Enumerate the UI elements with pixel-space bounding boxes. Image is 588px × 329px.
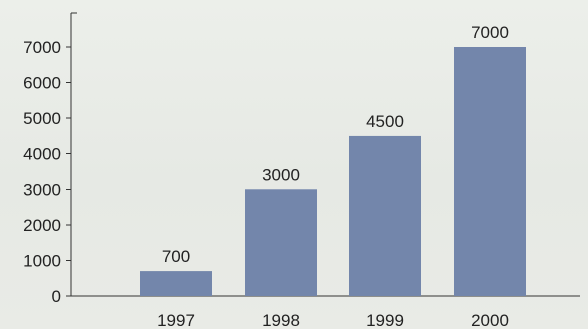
bar-value-label: 4500 bbox=[366, 112, 404, 131]
bars bbox=[140, 47, 526, 296]
x-tick-label: 1999 bbox=[366, 311, 404, 329]
y-tick-label: 1000 bbox=[23, 251, 61, 270]
y-tick-label: 7000 bbox=[23, 38, 61, 57]
y-tick-label: 3000 bbox=[23, 180, 61, 199]
y-tick-label: 4000 bbox=[23, 145, 61, 164]
bar bbox=[349, 135, 421, 296]
y-axis: 0 1000 2000 3000 4000 5000 6000 7000 bbox=[23, 12, 77, 306]
x-axis: 1997 1998 1999 2000 bbox=[71, 295, 580, 329]
y-tick-label: 0 bbox=[52, 287, 61, 306]
bar bbox=[140, 271, 212, 296]
y-tick-label: 5000 bbox=[23, 109, 61, 128]
bar bbox=[454, 47, 526, 296]
x-tick-label: 1998 bbox=[262, 311, 300, 329]
data-labels: 700 3000 4500 7000 bbox=[162, 23, 509, 266]
bar-value-label: 700 bbox=[162, 247, 190, 266]
bar-value-label: 7000 bbox=[471, 23, 509, 42]
y-tick-label: 6000 bbox=[23, 74, 61, 93]
bar-value-label: 3000 bbox=[262, 165, 300, 184]
y-tick-label: 2000 bbox=[23, 216, 61, 235]
bar bbox=[245, 189, 317, 296]
x-tick-label: 1997 bbox=[157, 311, 195, 329]
x-tick-label: 2000 bbox=[471, 311, 509, 329]
